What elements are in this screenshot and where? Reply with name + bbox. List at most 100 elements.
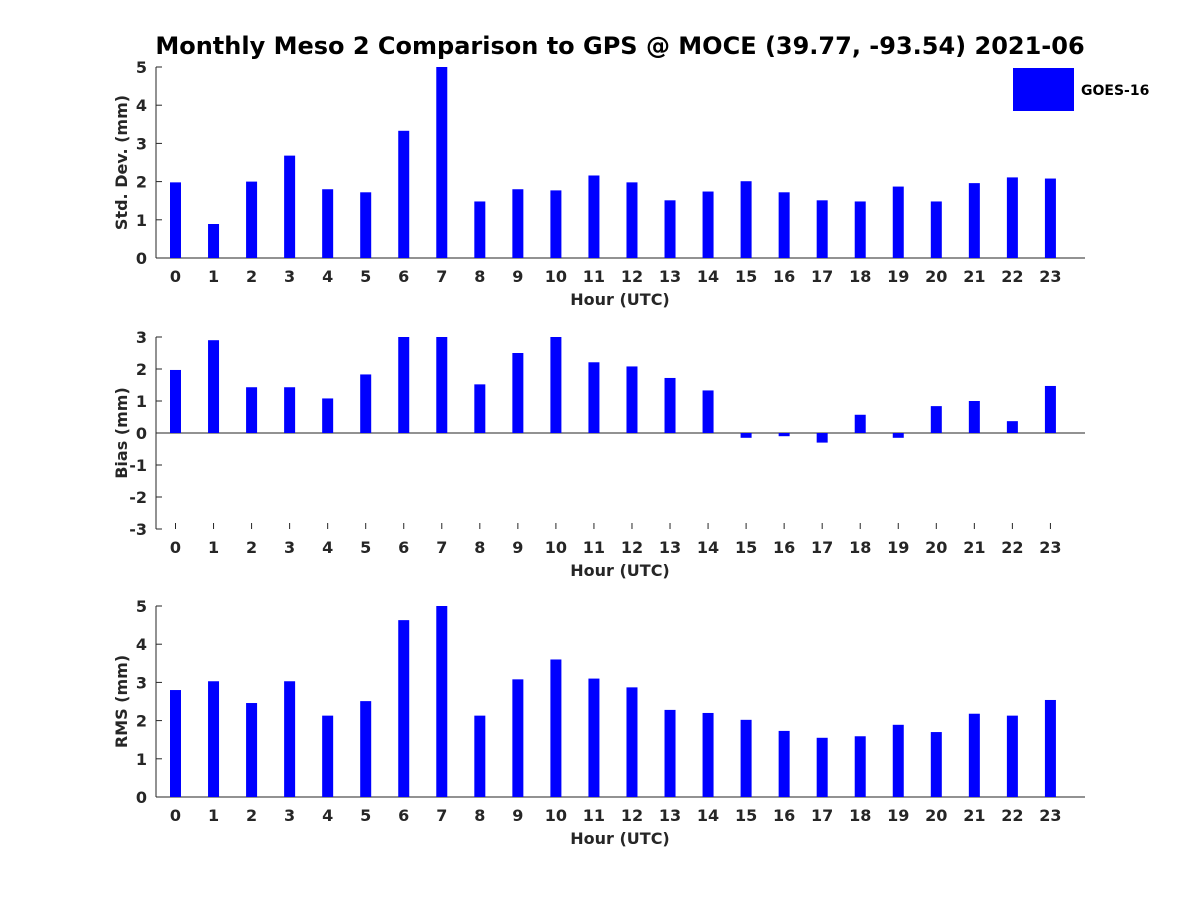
x-tick-label: 14 (697, 806, 719, 825)
x-tick-label: 6 (398, 806, 409, 825)
bar-hour-8 (474, 384, 486, 433)
bar-hour-8 (474, 715, 486, 797)
x-tick-label: 7 (436, 806, 447, 825)
y-tick-label: 2 (136, 360, 147, 379)
x-tick-label: 15 (735, 806, 757, 825)
x-tick-label: 17 (811, 806, 833, 825)
x-tick-label: 22 (1001, 538, 1023, 557)
x-tick-label: 8 (474, 267, 485, 286)
x-tick-label: 7 (436, 267, 447, 286)
x-tick-label: 2 (246, 806, 257, 825)
bar-hour-18 (854, 414, 866, 433)
x-tick-label: 1 (208, 267, 219, 286)
bar-hour-3 (284, 387, 296, 433)
x-tick-label: 21 (963, 806, 985, 825)
bar-hour-1 (208, 224, 220, 258)
bar-hour-4 (322, 189, 334, 258)
bar-hour-11 (588, 175, 600, 258)
bar-hour-11 (588, 362, 600, 433)
bar-hour-12 (626, 182, 638, 258)
x-tick-label: 8 (474, 538, 485, 557)
bar-hour-21 (968, 183, 980, 258)
x-tick-label: 10 (545, 267, 567, 286)
y-tick-label: 1 (136, 750, 147, 769)
bar-hour-0 (170, 182, 181, 258)
bar-hour-6 (398, 130, 410, 258)
bar-hour-7 (436, 67, 448, 258)
y-tick-label: 0 (136, 249, 147, 268)
x-tick-label: 19 (887, 267, 909, 286)
x-tick-label: 14 (697, 267, 719, 286)
x-tick-label: 9 (512, 806, 523, 825)
bar-hour-18 (854, 201, 866, 258)
x-tick-label: 13 (659, 267, 681, 286)
bar-hour-20 (930, 732, 942, 797)
x-tick-label: 8 (474, 806, 485, 825)
x-tick-label: 13 (659, 538, 681, 557)
y-tick-label: 0 (136, 424, 147, 443)
bar-hour-6 (398, 337, 410, 433)
bar-hour-1 (208, 340, 220, 433)
x-tick-label: 12 (621, 806, 643, 825)
x-axis-label: Hour (UTC) (570, 290, 670, 309)
x-tick-label: 4 (322, 538, 333, 557)
x-tick-label: 1 (208, 538, 219, 557)
bar-hour-19 (892, 724, 904, 797)
x-tick-label: 3 (284, 267, 295, 286)
y-tick-label: 2 (136, 712, 147, 731)
x-tick-label: 0 (170, 538, 181, 557)
x-tick-label: 21 (963, 538, 985, 557)
bar-hour-12 (626, 366, 638, 433)
x-tick-label: 4 (322, 806, 333, 825)
x-tick-label: 14 (697, 538, 719, 557)
bar-hour-4 (322, 398, 334, 433)
y-tick-label: 3 (136, 328, 147, 347)
y-tick-label: 3 (136, 673, 147, 692)
x-tick-label: 11 (583, 806, 605, 825)
x-tick-label: 11 (583, 267, 605, 286)
bar-hour-20 (930, 406, 942, 433)
x-tick-label: 5 (360, 538, 371, 557)
bar-hour-20 (930, 201, 942, 258)
y-tick-label: 2 (136, 173, 147, 192)
x-tick-label: 10 (545, 806, 567, 825)
bar-hour-10 (550, 337, 562, 433)
y-axis-label: Std. Dev. (mm) (112, 95, 131, 230)
x-tick-label: 17 (811, 538, 833, 557)
bar-hour-14 (702, 712, 714, 797)
x-tick-label: 22 (1001, 806, 1023, 825)
bar-hour-7 (436, 337, 448, 433)
bar-hour-16 (778, 730, 790, 797)
bar-hour-9 (512, 679, 524, 797)
x-tick-label: 2 (246, 267, 257, 286)
bar-hour-22 (1006, 177, 1018, 258)
y-tick-label: 0 (136, 788, 147, 807)
bar-hour-10 (550, 659, 562, 797)
bar-hour-12 (626, 687, 638, 797)
bar-hour-16 (778, 433, 790, 437)
y-tick-label: 1 (136, 392, 147, 411)
y-axis-label: Bias (mm) (112, 387, 131, 479)
x-tick-label: 6 (398, 267, 409, 286)
x-tick-label: 19 (887, 538, 909, 557)
x-tick-label: 16 (773, 267, 795, 286)
bar-hour-16 (778, 192, 790, 258)
bar-hour-22 (1006, 421, 1018, 433)
bar-hour-0 (170, 690, 181, 797)
x-tick-label: 18 (849, 267, 871, 286)
x-tick-label: 16 (773, 806, 795, 825)
x-tick-label: 23 (1039, 538, 1061, 557)
bar-hour-17 (816, 433, 828, 443)
bar-hour-8 (474, 201, 486, 258)
bar-hour-23 (1044, 699, 1056, 797)
x-tick-label: 16 (773, 538, 795, 557)
x-tick-label: 9 (512, 538, 523, 557)
x-tick-label: 10 (545, 538, 567, 557)
bar-hour-2 (246, 387, 258, 433)
x-tick-label: 2 (246, 538, 257, 557)
x-tick-label: 13 (659, 806, 681, 825)
